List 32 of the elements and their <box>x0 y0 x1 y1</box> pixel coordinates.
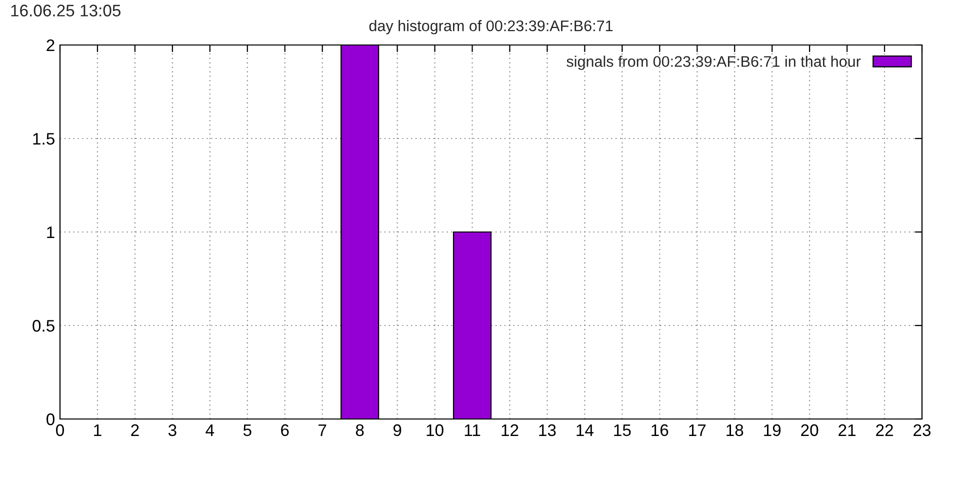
x-tick-label: 17 <box>689 424 706 436</box>
x-tick-label: 12 <box>502 424 518 436</box>
x-tick-label: 13 <box>539 424 556 436</box>
chart-title: day histogram of 00:23:39:AF:B6:71 <box>369 20 613 34</box>
y-tick-label: 0.5 <box>32 320 54 332</box>
x-tick-label: 20 <box>801 424 818 436</box>
y-tick-label: 1.5 <box>33 133 54 145</box>
x-tick-label: 7 <box>318 424 326 436</box>
x-tick-label: 5 <box>243 424 252 436</box>
x-tick-label: 8 <box>356 424 364 436</box>
x-tick-label: 21 <box>838 424 856 436</box>
y-tick-label: 2 <box>46 39 54 52</box>
text: 16.06.25 13:05 <box>11 4 121 16</box>
x-tick-label: 3 <box>168 424 176 436</box>
x-tick-label: 23 <box>914 424 931 436</box>
x-tick-label: 16 <box>652 424 668 436</box>
x-tick-label: 6 <box>281 424 289 436</box>
x-tick-label: 22 <box>876 424 893 436</box>
x-tick-label: 14 <box>576 424 594 436</box>
x-tick-label: 4 <box>206 424 214 436</box>
x-tick-label: 0 <box>56 424 64 436</box>
y-tick-label: 1 <box>47 226 54 238</box>
x-tick-label: 19 <box>764 424 781 436</box>
x-tick-label: 15 <box>614 424 631 436</box>
legend-label: signals from 00:23:39:AF:B6:71 in that hour <box>566 56 861 70</box>
x-tick-label: 9 <box>393 424 402 436</box>
x-tick-label: 11 <box>464 424 480 436</box>
y-tick-label: 0 <box>46 413 54 426</box>
x-tick-label: 10 <box>426 424 444 436</box>
x-tick-label: 1 <box>94 424 102 436</box>
x-tick-label: 18 <box>726 424 744 436</box>
x-tick-label: 2 <box>131 424 139 436</box>
